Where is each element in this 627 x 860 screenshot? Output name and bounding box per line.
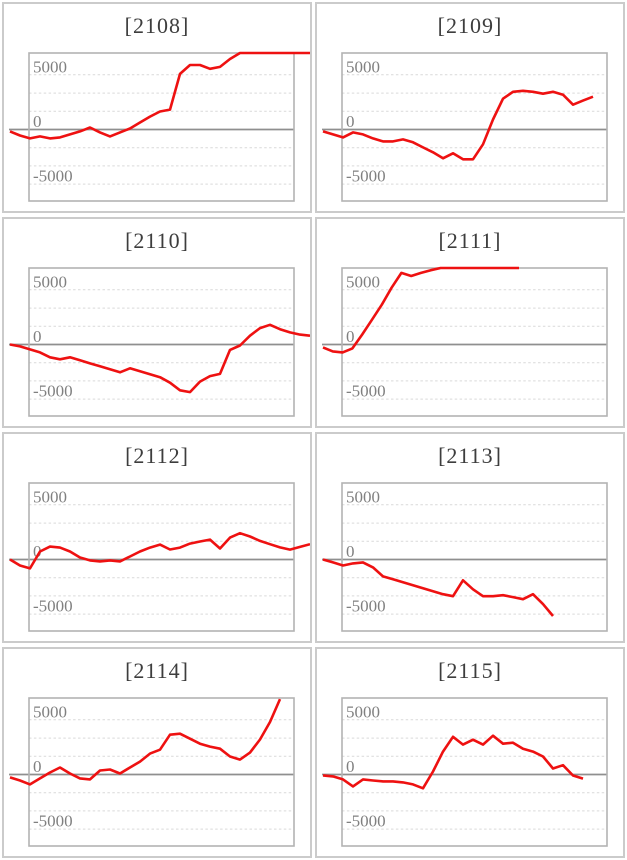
chart-plot: 5000 0 -5000 (9, 267, 310, 417)
y-axis-label: 0 (33, 542, 42, 561)
y-axis-label: 5000 (33, 702, 67, 721)
chart-plot: 5000 0 -5000 (9, 482, 310, 632)
plot-border (28, 52, 295, 202)
y-axis-label: 0 (346, 327, 355, 346)
y-axis-label: -5000 (346, 597, 386, 616)
data-line (9, 51, 310, 140)
plot-border (28, 482, 295, 632)
y-axis-label: 5000 (346, 272, 380, 291)
y-axis-label: 0 (33, 327, 42, 346)
chart-panel-2109: [2109] 5000 0 -5000 (315, 2, 625, 213)
y-axis-label: 5000 (33, 487, 67, 506)
y-axis-label: 0 (346, 112, 355, 131)
plot-border (341, 52, 608, 202)
chart-plot: 5000 0 -5000 (9, 51, 310, 202)
y-axis-label: -5000 (346, 167, 386, 186)
chart-title: [2108] (124, 13, 190, 38)
y-axis-label: -5000 (33, 597, 73, 616)
y-axis-label: 0 (346, 542, 355, 561)
data-line (322, 266, 519, 354)
chart-panel-2114: [2114] 5000 0 -5000 (2, 647, 312, 858)
y-axis-label: -5000 (346, 382, 386, 401)
chart-title: [2115] (438, 658, 502, 683)
plot-border (28, 697, 295, 847)
chart-plot: 5000 0 -5000 (322, 482, 608, 632)
y-axis-label: 5000 (346, 702, 380, 721)
plot-border (28, 267, 295, 417)
chart-panel-2111: [2111] 5000 0 -5000 (315, 217, 625, 428)
chart-title: [2114] (125, 658, 189, 683)
chart-panel-2110: [2110] 5000 0 -5000 (2, 217, 312, 428)
chart-plot: 5000 0 -5000 (322, 697, 608, 847)
data-line (9, 698, 282, 786)
chart-panel-2115: [2115] 5000 0 -5000 (315, 647, 625, 858)
chart-panel-2108: [2108] 5000 0 -5000 (2, 2, 312, 213)
data-line (9, 323, 310, 394)
plot-border (341, 697, 608, 847)
chart-plot: 5000 0 -5000 (322, 52, 608, 202)
data-line (322, 89, 594, 161)
y-axis-label: 5000 (33, 272, 67, 291)
y-axis-label: 0 (346, 757, 355, 776)
y-axis-label: 0 (33, 112, 42, 131)
y-axis-label: 5000 (346, 57, 380, 76)
y-axis-label: -5000 (33, 382, 73, 401)
plot-border (341, 482, 608, 632)
chart-plot: 5000 0 -5000 (322, 266, 608, 417)
y-axis-label: -5000 (33, 167, 73, 186)
chart-title: [2110] (125, 228, 189, 253)
chart-title: [2112] (125, 443, 189, 468)
chart-title: [2109] (437, 13, 503, 38)
chart-plot: 5000 0 -5000 (9, 697, 295, 847)
y-axis-label: 0 (33, 757, 42, 776)
chart-title: [2113] (438, 443, 502, 468)
y-axis-label: -5000 (33, 812, 73, 831)
y-axis-label: 5000 (33, 57, 67, 76)
chart-title: [2111] (438, 228, 502, 253)
y-axis-label: -5000 (346, 812, 386, 831)
data-line (9, 531, 310, 570)
chart-panel-2112: [2112] 5000 0 -5000 (2, 432, 312, 643)
y-axis-label: 5000 (346, 487, 380, 506)
data-line (322, 558, 554, 617)
chart-panel-2113: [2113] 5000 0 -5000 (315, 432, 625, 643)
data-line (322, 734, 584, 790)
